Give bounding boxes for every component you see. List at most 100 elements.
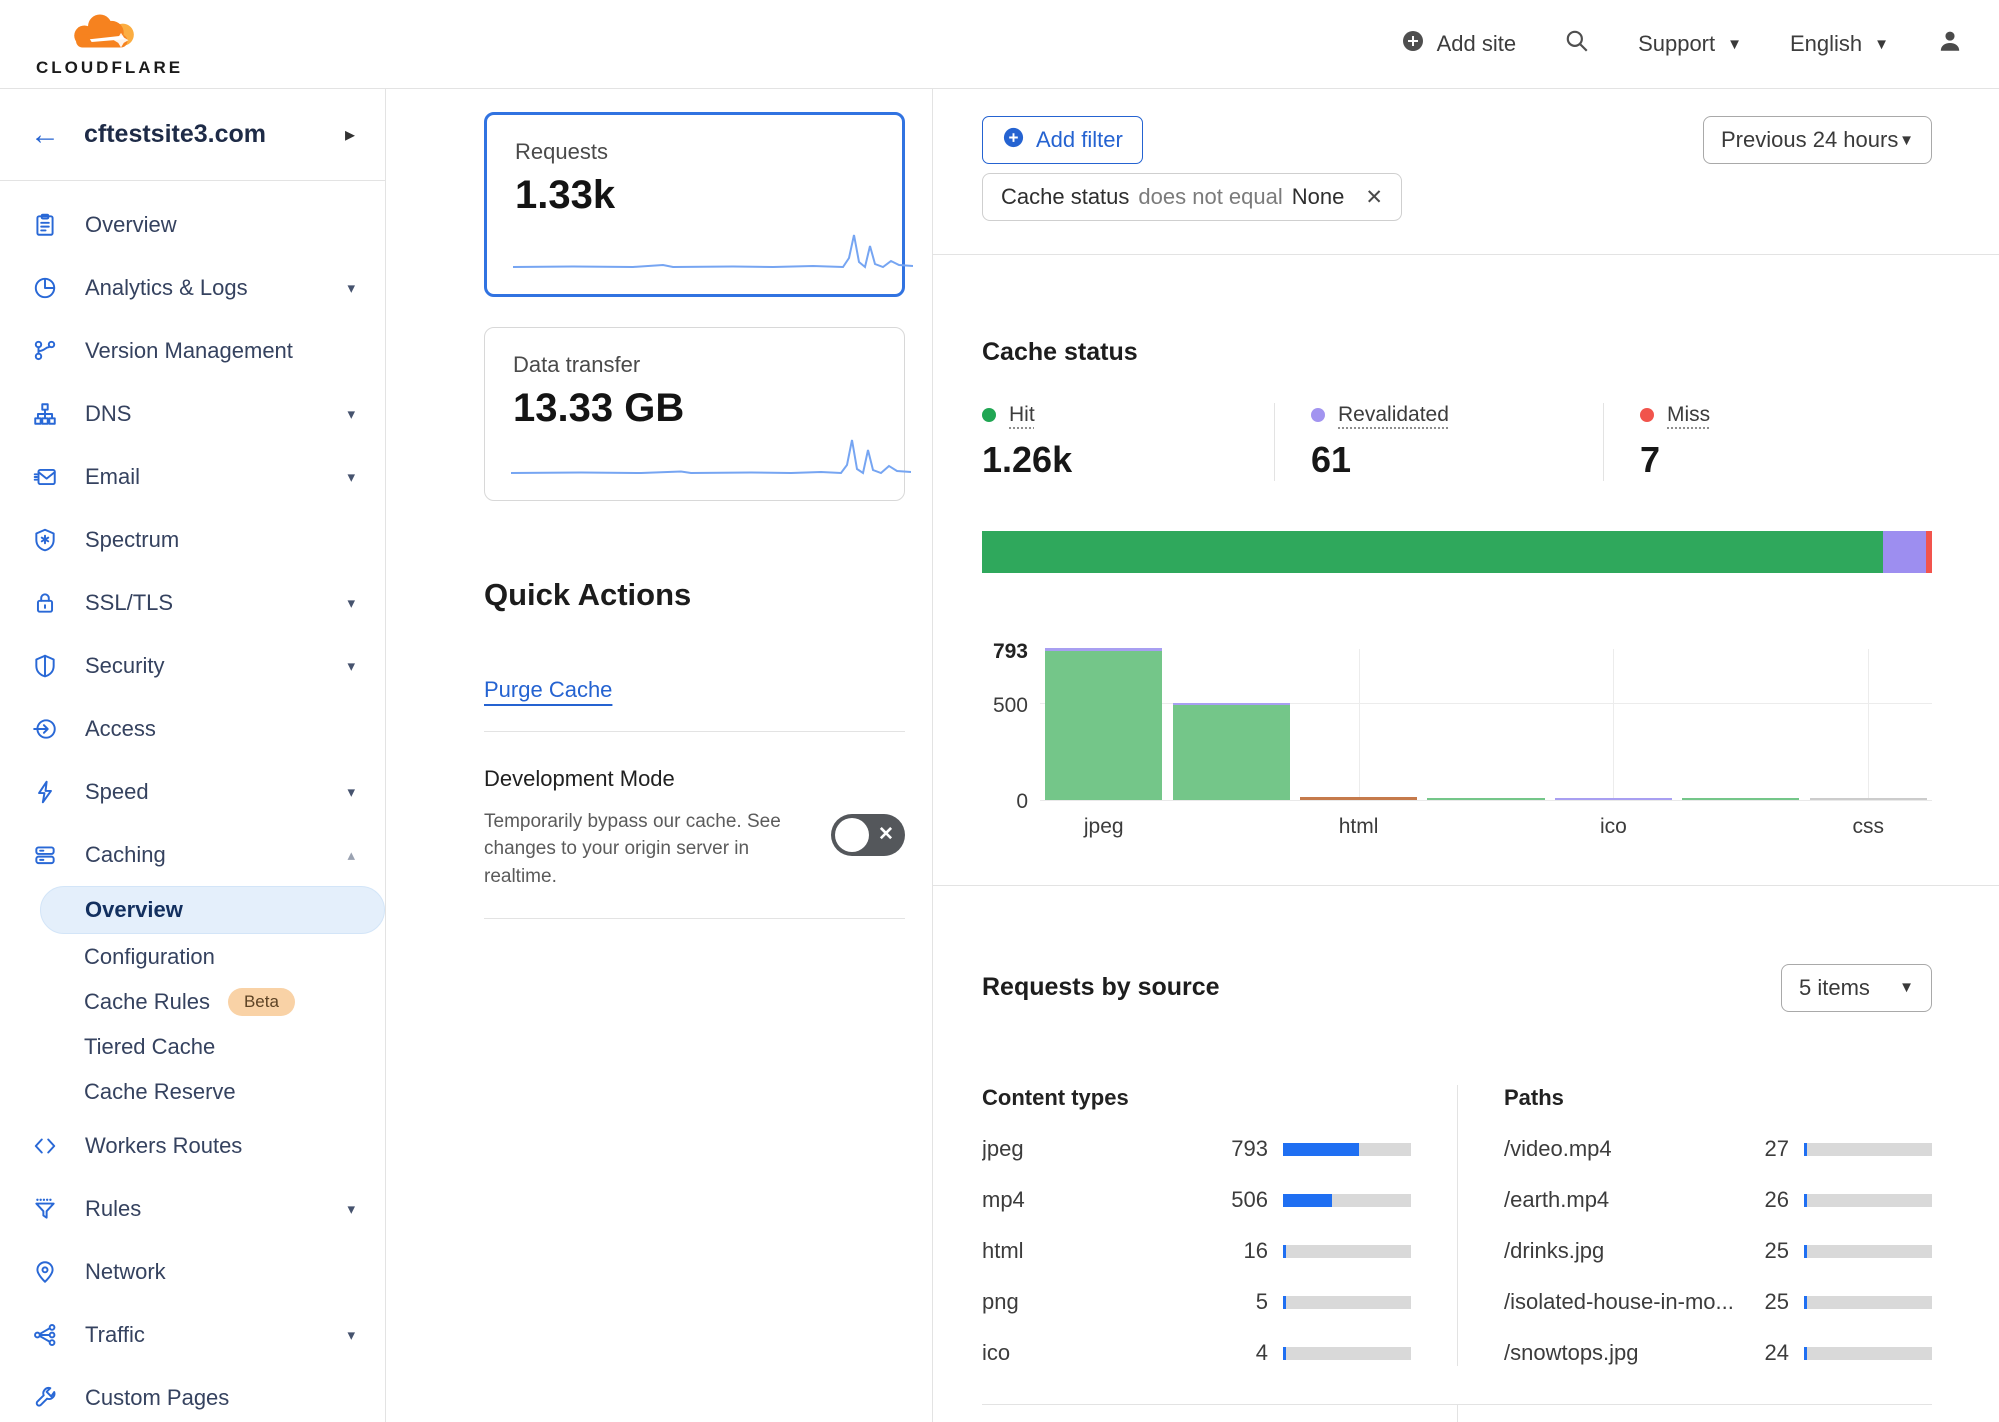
- chevron-down-icon: ▼: [1727, 36, 1742, 53]
- chart-x-label: html: [1295, 815, 1422, 839]
- git-branch-icon: [30, 338, 60, 364]
- revalidated-legend-dot: [1311, 408, 1325, 422]
- divider: [484, 918, 905, 919]
- site-name: cftestsite3.com: [84, 120, 345, 149]
- sidebar-item-ssl-tls[interactable]: SSL/TLS ▾: [0, 571, 385, 634]
- sidebar-subitem-caching-overview[interactable]: Overview: [40, 886, 385, 934]
- chevron-right-icon[interactable]: ▸: [345, 122, 355, 147]
- source-device-types-column: Source device types Desktop 1.33k: [1457, 1405, 1932, 1422]
- chart-x-label: ico: [1550, 815, 1677, 839]
- revalidated-label[interactable]: Revalidated: [1338, 403, 1449, 427]
- sidebar-subitem-cache-rules[interactable]: Cache Rules Beta: [0, 979, 385, 1024]
- sidebar-item-network[interactable]: Network: [0, 1240, 385, 1303]
- sitemap-icon: [30, 401, 60, 427]
- purge-cache-link[interactable]: Purge Cache: [484, 677, 612, 703]
- development-mode-block: Development Mode Temporarily bypass our …: [484, 766, 905, 891]
- shield-icon: [30, 653, 60, 679]
- chart-x-label: [1167, 815, 1294, 839]
- data-transfer-metric-card[interactable]: Data transfer 13.33 GB: [484, 327, 905, 501]
- support-menu[interactable]: Support ▼: [1638, 31, 1742, 57]
- sidebar-item-workers-routes[interactable]: Workers Routes: [0, 1114, 385, 1177]
- login-arrow-icon: [30, 716, 60, 742]
- hosts-column: Hosts cftestsite3.com 1.33k: [982, 1405, 1457, 1422]
- quick-actions-title: Quick Actions: [484, 577, 905, 613]
- sidebar-subitem-tiered-cache[interactable]: Tiered Cache: [0, 1024, 385, 1069]
- development-mode-title: Development Mode: [484, 766, 905, 792]
- chart-bar: [1045, 648, 1162, 800]
- chart-bar: [1810, 798, 1927, 800]
- development-mode-toggle[interactable]: ✕: [831, 814, 905, 856]
- chevron-down-icon: ▼: [1899, 132, 1914, 149]
- plus-circle-icon: [1401, 29, 1425, 59]
- chart-bar-slot: [1040, 649, 1167, 800]
- chevron-down-icon: ▾: [347, 405, 355, 423]
- envelope-icon: [30, 464, 60, 490]
- chart-bar-slot: [1550, 649, 1677, 800]
- sidebar-item-dns[interactable]: DNS ▾: [0, 382, 385, 445]
- filter-chip-cache-status[interactable]: Cache status does not equal None ✕: [982, 173, 1402, 221]
- data-transfer-label: Data transfer: [513, 352, 876, 378]
- add-filter-button[interactable]: Add filter: [982, 116, 1143, 164]
- value-bar: [1804, 1347, 1932, 1360]
- source-columns-bottom: Hosts cftestsite3.com 1.33k Source devic…: [982, 1405, 1932, 1422]
- items-count-select[interactable]: 5 items ▼: [1781, 964, 1932, 1012]
- beta-badge: Beta: [228, 988, 295, 1016]
- sidebar-item-email[interactable]: Email ▾: [0, 445, 385, 508]
- sidebar-subitem-configuration[interactable]: Configuration: [0, 934, 385, 979]
- remove-filter-icon[interactable]: ✕: [1365, 185, 1383, 210]
- code-brackets-icon: [30, 1133, 60, 1159]
- add-site-button[interactable]: Add site: [1401, 29, 1517, 59]
- chart-bar-slot: [1677, 649, 1804, 800]
- back-arrow-icon[interactable]: ←: [30, 120, 60, 150]
- map-pin-icon: [30, 1259, 60, 1285]
- requests-metric-card[interactable]: Requests 1.33k: [484, 112, 905, 297]
- cache-status-title: Cache status: [982, 338, 1932, 367]
- sidebar-item-analytics-logs[interactable]: Analytics & Logs ▾: [0, 256, 385, 319]
- miss-value: 7: [1640, 439, 1932, 481]
- cache-status-stats: Hit 1.26k Revalidated 61 Miss: [982, 403, 1932, 481]
- miss-label[interactable]: Miss: [1667, 403, 1710, 427]
- share-nodes-icon: [30, 1322, 60, 1348]
- search-button[interactable]: [1564, 28, 1590, 60]
- sidebar-item-security[interactable]: Security ▾: [0, 634, 385, 697]
- source-columns: Content types jpeg 793 mp4 506 html 16: [982, 1085, 1932, 1366]
- value-bar: [1804, 1245, 1932, 1258]
- development-mode-description: Temporarily bypass our cache. See change…: [484, 808, 784, 891]
- language-menu[interactable]: English ▼: [1790, 31, 1889, 57]
- hit-segment: [982, 531, 1883, 573]
- sidebar-item-rules[interactable]: Rules ▾: [0, 1177, 385, 1240]
- toggle-off-x-icon: ✕: [878, 823, 894, 846]
- sidebar-item-version-management[interactable]: Version Management: [0, 319, 385, 382]
- requests-sparkline: [513, 228, 913, 278]
- sidebar: ← cftestsite3.com ▸ Overview Analytics &…: [0, 89, 386, 1422]
- chart-bar-slot: [1422, 649, 1549, 800]
- table-row: mp4 506: [982, 1187, 1411, 1213]
- table-row: png 5: [982, 1289, 1411, 1315]
- lightning-bolt-icon: [30, 779, 60, 805]
- value-bar: [1283, 1347, 1411, 1360]
- table-row: /video.mp4 27: [1504, 1136, 1932, 1162]
- sidebar-item-speed[interactable]: Speed ▾: [0, 760, 385, 823]
- value-bar: [1283, 1245, 1411, 1258]
- content-types-title: Content types: [982, 1085, 1411, 1111]
- chevron-down-icon: ▾: [347, 468, 355, 486]
- time-range-select[interactable]: Previous 24 hours ▼: [1703, 116, 1932, 164]
- chart-bar: [1427, 798, 1544, 800]
- chart-x-label: [1677, 815, 1804, 839]
- sidebar-item-spectrum[interactable]: Spectrum: [0, 508, 385, 571]
- revalidated-segment: [1883, 531, 1927, 573]
- chart-x-axis: jpeg html ico css: [1040, 815, 1932, 839]
- sidebar-item-caching[interactable]: Caching ▴: [0, 823, 385, 886]
- hit-label[interactable]: Hit: [1009, 403, 1035, 427]
- sidebar-item-traffic[interactable]: Traffic ▾: [0, 1303, 385, 1366]
- sidebar-item-access[interactable]: Access: [0, 697, 385, 760]
- sidebar-item-overview[interactable]: Overview: [0, 193, 385, 256]
- account-menu[interactable]: [1937, 28, 1963, 60]
- cloudflare-logo[interactable]: CLOUDFLARE: [36, 10, 183, 78]
- sidebar-item-custom-pages[interactable]: Custom Pages: [0, 1366, 385, 1422]
- chart-bar-slot: [1167, 649, 1294, 800]
- chevron-up-icon: ▴: [347, 846, 355, 864]
- chevron-down-icon: ▾: [347, 657, 355, 675]
- site-header: ← cftestsite3.com ▸: [0, 89, 385, 181]
- sidebar-subitem-cache-reserve[interactable]: Cache Reserve: [0, 1069, 385, 1114]
